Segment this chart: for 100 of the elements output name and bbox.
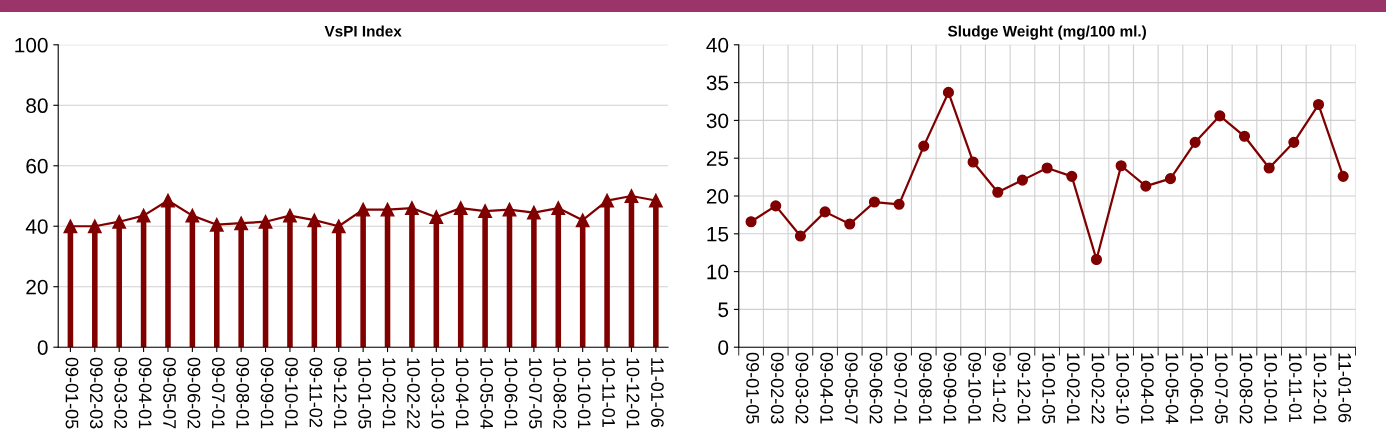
x-tick-label: 09-09-01 [943, 352, 957, 424]
x-tick-label: 09-08-01 [918, 352, 932, 424]
x-tick-label: 10-12-01 [1313, 353, 1327, 424]
point [429, 210, 444, 225]
x-tick-label: 10-02-01 [1066, 353, 1080, 424]
x-tick-label: 09-10-01 [968, 352, 982, 424]
chart-title: Sludge Weight (mg/100 ml.) [947, 25, 1146, 40]
point [868, 196, 880, 208]
x-tick-label: 09-01-05 [65, 357, 79, 429]
x-tick-label: 10-11-01 [1288, 353, 1302, 423]
point [478, 204, 493, 219]
point [1041, 162, 1053, 174]
x-tick-label: 09-03-02 [795, 352, 809, 424]
point [161, 193, 175, 208]
point [258, 214, 273, 229]
point [136, 208, 151, 223]
point [356, 202, 371, 217]
x-tick-label: 10-07-05 [1214, 353, 1228, 424]
x-tick-label: 10-01-05 [358, 358, 372, 429]
point [453, 201, 468, 216]
point [404, 201, 419, 216]
point [526, 205, 541, 220]
x-tick-label: 09-11-02 [992, 352, 1006, 423]
x-tick-label: 09-07-01 [894, 352, 908, 424]
x-tick-label: 10-01-05 [1042, 353, 1056, 424]
x-tick-label: 09-04-01 [138, 357, 152, 429]
point [1066, 170, 1078, 182]
y-tick-label: 35 [706, 75, 729, 91]
x-tick-label: 09-12-01 [333, 357, 347, 429]
x-tick-label: 11-01-06 [651, 358, 664, 428]
point [502, 202, 517, 217]
y-tick-label: 80 [26, 98, 48, 114]
x-tick-label: 10-10-01 [577, 358, 591, 429]
point [1263, 162, 1275, 174]
x-tick-label: 10-08-02 [1239, 353, 1253, 424]
point [1115, 160, 1127, 172]
x-tick-label: 10-04-01 [1140, 353, 1154, 424]
point [209, 217, 224, 232]
y-tick-label: 40 [706, 37, 729, 53]
y-tick-label: 60 [26, 158, 48, 174]
point [575, 213, 590, 228]
point [819, 206, 831, 218]
point [942, 86, 954, 98]
point [770, 200, 782, 212]
y-tick-label: 40 [25, 219, 48, 234]
x-tick-label: 09-12-01 [1017, 352, 1031, 424]
point [1337, 170, 1349, 182]
x-tick-label: 09-08-01 [236, 357, 250, 429]
point [234, 216, 249, 231]
point [1238, 130, 1251, 142]
y-tick-label: 5 [718, 302, 729, 318]
y-tick-label: 10 [707, 264, 729, 280]
point [1016, 174, 1029, 186]
x-tick-label: 09-04-01 [820, 352, 834, 424]
point [331, 219, 346, 234]
point [1090, 253, 1103, 266]
x-tick-label: 10-02-22 [407, 358, 420, 429]
point [844, 218, 856, 230]
x-tick-label: 09-05-07 [844, 352, 858, 424]
point [967, 156, 979, 168]
x-tick-label: 10-11-01 [602, 358, 616, 427]
x-tick-label: 09-02-03 [89, 357, 103, 429]
x-tick-label: 09-10-01 [285, 357, 298, 429]
point [918, 140, 930, 152]
x-tick-label: 09-01-05 [746, 352, 760, 424]
y-tick-label: 15 [707, 227, 729, 242]
x-tick-label: 09-03-02 [114, 357, 128, 429]
point [551, 201, 566, 216]
x-tick-label: 10-02-22 [1091, 353, 1105, 424]
x-tick-label: 10-05-04 [480, 358, 494, 429]
x-tick-label: 10-05-04 [1165, 353, 1179, 424]
x-tick-label: 10-06-01 [1190, 353, 1204, 424]
point [893, 198, 905, 210]
y-tick-label: 20 [706, 189, 729, 204]
x-tick-label: 09-06-02 [869, 352, 883, 424]
x-tick-label: 09-02-03 [770, 352, 784, 424]
point [745, 216, 757, 228]
point [1164, 173, 1177, 185]
y-tick-label: 25 [706, 151, 729, 166]
point [87, 219, 102, 234]
x-tick-label: 09-07-01 [211, 357, 225, 429]
x-tick-label: 10-03-10 [431, 358, 445, 429]
point [1214, 110, 1226, 122]
chart-title: VsPI Index [324, 25, 402, 37]
point [283, 208, 297, 223]
point [380, 202, 395, 217]
x-tick-label: 10-08-02 [553, 358, 567, 429]
x-tick-label: 10-10-01 [1264, 353, 1278, 424]
y-tick-label: 0 [718, 340, 729, 355]
x-tick-label: 10-03-10 [1116, 353, 1130, 424]
point [1312, 98, 1325, 111]
x-tick-label: 10-06-01 [504, 358, 518, 429]
x-tick-label: 09-11-02 [309, 357, 323, 427]
x-tick-label: 10-07-05 [529, 358, 542, 429]
point [1189, 136, 1201, 148]
point [1140, 180, 1152, 192]
x-tick-label: 10-02-01 [382, 358, 396, 429]
x-tick-label: 10-12-01 [626, 358, 640, 429]
x-tick-label: 09-05-07 [163, 357, 176, 429]
y-tick-label: 20 [26, 279, 48, 295]
